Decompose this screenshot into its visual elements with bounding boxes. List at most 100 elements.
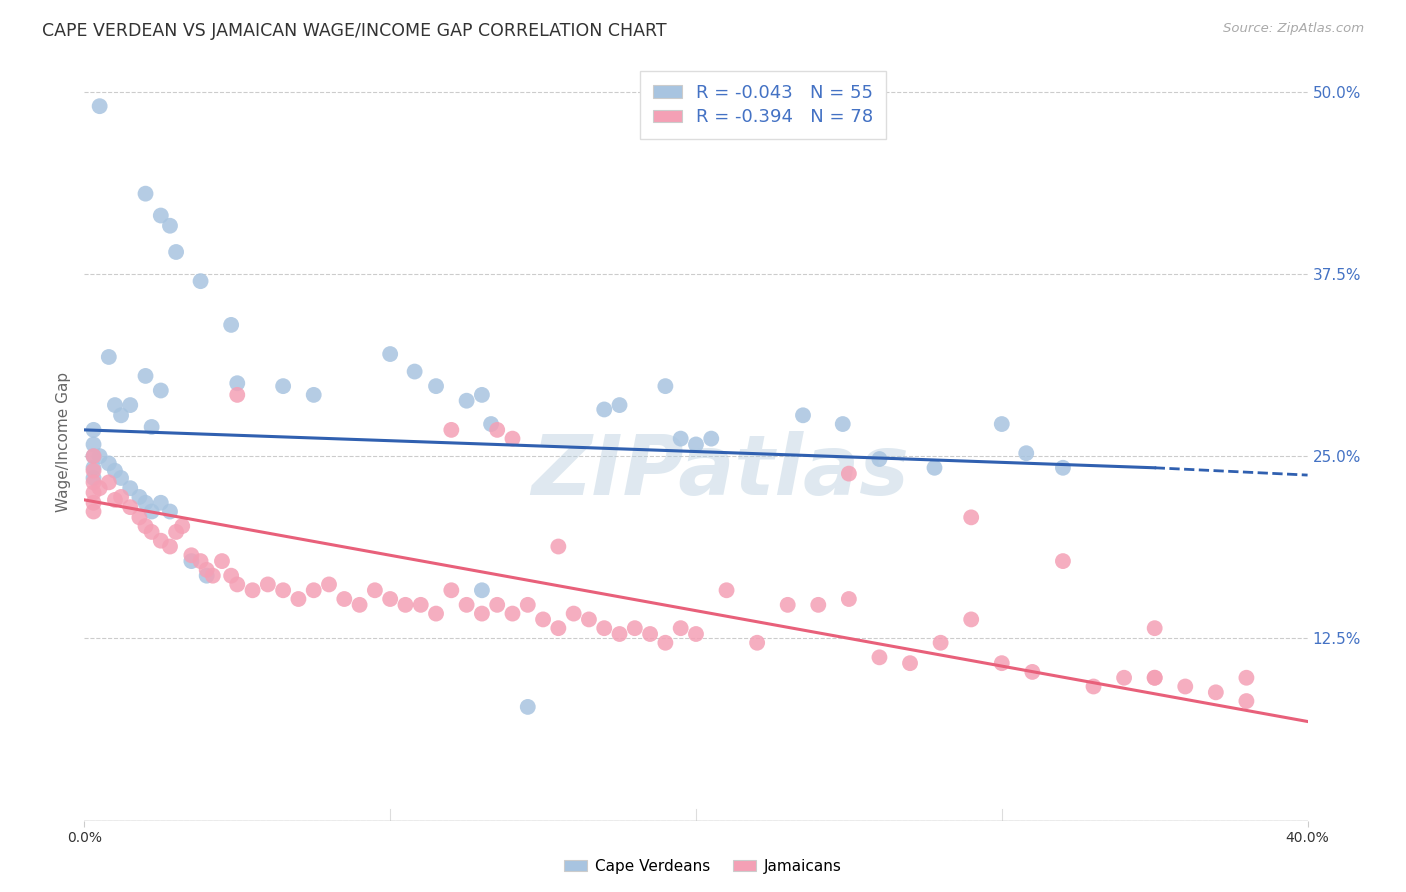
Point: [135, 496, 157, 510]
Point: [172, 519, 194, 533]
Point: [120, 500, 142, 515]
Point: [440, 583, 463, 598]
Point: [869, 452, 891, 467]
Point: [83, 504, 105, 518]
Point: [120, 398, 142, 412]
Point: [349, 598, 371, 612]
Point: [135, 368, 157, 383]
Point: [380, 347, 402, 361]
Point: [502, 432, 524, 446]
Point: [1015, 446, 1038, 460]
Point: [807, 598, 830, 612]
Point: [302, 388, 325, 402]
Point: [669, 621, 692, 635]
Point: [89, 481, 111, 495]
Point: [471, 607, 494, 621]
Point: [1236, 694, 1258, 708]
Point: [479, 417, 502, 431]
Point: [97, 350, 120, 364]
Point: [1114, 671, 1136, 685]
Point: [1205, 685, 1227, 699]
Point: [135, 186, 157, 201]
Point: [226, 577, 249, 591]
Point: [302, 583, 325, 598]
Point: [593, 402, 616, 417]
Point: [516, 699, 538, 714]
Point: [898, 656, 921, 670]
Point: [97, 475, 120, 490]
Point: [141, 524, 163, 539]
Point: [271, 583, 294, 598]
Point: [287, 592, 309, 607]
Point: [638, 627, 661, 641]
Point: [1052, 460, 1074, 475]
Point: [471, 388, 494, 402]
Point: [991, 656, 1014, 670]
Text: ZIPatlas: ZIPatlas: [531, 432, 910, 512]
Point: [960, 510, 983, 524]
Point: [104, 398, 127, 412]
Point: [135, 519, 157, 533]
Point: [547, 621, 569, 635]
Point: [364, 583, 387, 598]
Point: [716, 583, 738, 598]
Point: [110, 409, 132, 423]
Text: CAPE VERDEAN VS JAMAICAN WAGE/INCOME GAP CORRELATION CHART: CAPE VERDEAN VS JAMAICAN WAGE/INCOME GAP…: [42, 22, 666, 40]
Point: [547, 540, 569, 554]
Point: [149, 209, 172, 223]
Point: [838, 467, 860, 481]
Point: [110, 490, 132, 504]
Point: [83, 449, 105, 463]
Point: [409, 598, 432, 612]
Point: [456, 598, 478, 612]
Point: [991, 417, 1014, 431]
Point: [149, 533, 172, 548]
Point: [1143, 671, 1166, 685]
Point: [578, 612, 600, 626]
Point: [1174, 680, 1197, 694]
Point: [685, 437, 707, 451]
Point: [104, 464, 127, 478]
Point: [502, 607, 524, 621]
Point: [456, 393, 478, 408]
Point: [609, 398, 631, 412]
Point: [838, 592, 860, 607]
Point: [404, 365, 426, 379]
Point: [242, 583, 264, 598]
Y-axis label: Wage/Income Gap: Wage/Income Gap: [56, 371, 72, 512]
Point: [165, 524, 187, 539]
Point: [219, 568, 242, 582]
Point: [624, 621, 647, 635]
Point: [700, 432, 723, 446]
Text: Source: ZipAtlas.com: Source: ZipAtlas.com: [1223, 22, 1364, 36]
Point: [747, 636, 769, 650]
Point: [149, 384, 172, 398]
Point: [128, 510, 150, 524]
Point: [120, 481, 142, 495]
Point: [201, 568, 224, 582]
Point: [141, 420, 163, 434]
Point: [1052, 554, 1074, 568]
Point: [257, 577, 280, 591]
Point: [1143, 671, 1166, 685]
Legend: Cape Verdeans, Jamaicans: Cape Verdeans, Jamaicans: [558, 853, 848, 880]
Point: [195, 563, 218, 577]
Point: [219, 318, 242, 332]
Point: [486, 423, 509, 437]
Point: [654, 636, 676, 650]
Point: [792, 409, 814, 423]
Point: [159, 504, 181, 518]
Point: [83, 471, 105, 485]
Point: [83, 485, 105, 500]
Point: [83, 437, 105, 451]
Point: [83, 449, 105, 463]
Point: [1021, 665, 1043, 679]
Point: [226, 376, 249, 391]
Point: [83, 464, 105, 478]
Point: [425, 607, 447, 621]
Point: [149, 496, 172, 510]
Point: [440, 423, 463, 437]
Point: [516, 598, 538, 612]
Point: [89, 449, 111, 463]
Point: [195, 568, 218, 582]
